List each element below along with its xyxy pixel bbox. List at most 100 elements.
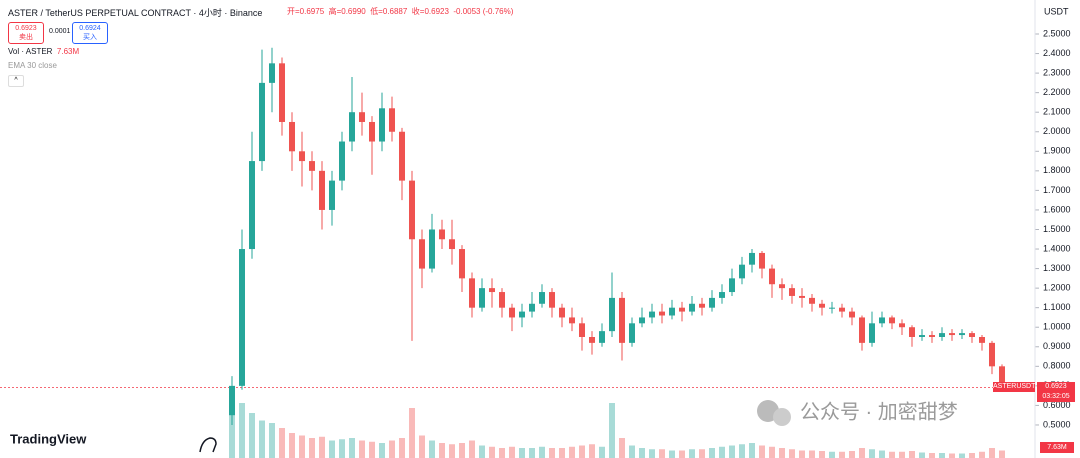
candle-body [389, 108, 395, 132]
ema-legend: EMA 30 close [8, 61, 57, 70]
volume-bar [809, 450, 815, 458]
collapse-button[interactable]: ^ [8, 75, 24, 87]
volume-bar [439, 443, 445, 458]
volume-bar [919, 452, 925, 458]
candle-body [359, 112, 365, 122]
candle-body [649, 311, 655, 318]
watermark-text: 公众号 · 加密甜梦 [800, 400, 958, 423]
candle-body [459, 249, 465, 279]
volume-bar [559, 448, 565, 458]
volume-bar [729, 445, 735, 458]
volume-bar [699, 449, 705, 458]
volume-bar [859, 448, 865, 458]
ohlc-low: 低=0.6887 [370, 7, 408, 16]
volume-bar [549, 448, 555, 458]
candle-body [939, 333, 945, 338]
volume-bar [429, 440, 435, 458]
volume-bar [579, 445, 585, 458]
candle-body [399, 131, 405, 181]
watermark: 公众号 · 加密甜梦 [757, 400, 958, 426]
candle-body [919, 335, 925, 338]
candle-body [579, 323, 585, 338]
candle-body [319, 170, 325, 210]
candle-body [699, 303, 705, 308]
volume-bar [389, 440, 395, 458]
candle-body [509, 307, 515, 318]
volume-bar [419, 435, 425, 458]
volume-bar [789, 449, 795, 458]
volume-bar [489, 446, 495, 458]
y-tick-label: 2.0000 [1043, 126, 1071, 136]
y-tick-label: 1.2000 [1043, 283, 1071, 293]
candle-body [549, 292, 555, 308]
candle-body [749, 252, 755, 265]
volume-bar [869, 449, 875, 458]
candle-body [929, 335, 935, 338]
volume-bar [739, 444, 745, 458]
volume-bar [889, 451, 895, 458]
candle-body [789, 288, 795, 296]
candle-body [909, 327, 915, 338]
spread: 0.0001 [49, 28, 71, 35]
volume-bar [539, 446, 545, 458]
header-title: ASTER / TetherUS PERPETUAL CONTRACT · 4小… [8, 8, 263, 18]
candle-body [729, 278, 735, 293]
candle-body [819, 303, 825, 308]
volume-bar [979, 451, 985, 458]
candle-body [619, 297, 625, 343]
candle-body [839, 307, 845, 312]
y-tick-label: 1.1000 [1043, 302, 1071, 312]
candle-body [689, 303, 695, 312]
currency-label: USDT [1044, 6, 1069, 16]
ohlc-high: 高=0.6990 [328, 7, 366, 16]
volume-bar [879, 450, 885, 458]
volume-bar [759, 445, 765, 458]
candle-body [639, 317, 645, 324]
volume-bar [529, 448, 535, 458]
candle-body [519, 311, 525, 318]
price-tag: 0.6923 03:32:05 [1037, 382, 1075, 402]
volume-bar [459, 443, 465, 458]
y-tick-label: 1.3000 [1043, 263, 1071, 273]
candle-body [989, 342, 995, 367]
volume-bar [249, 413, 255, 458]
candle-body [279, 63, 285, 122]
candle-body [419, 239, 425, 269]
candle-body [569, 317, 575, 324]
y-tick-label: 1.5000 [1043, 224, 1071, 234]
dino-icon [199, 437, 217, 453]
volume-bar [839, 451, 845, 458]
y-tick-label: 2.1000 [1043, 107, 1071, 117]
volume-bar [309, 438, 315, 458]
candle-body [439, 229, 445, 240]
volume-bar [719, 446, 725, 458]
candle-body [479, 288, 485, 308]
volume-bar [659, 449, 665, 458]
y-tick-label: 2.3000 [1043, 67, 1071, 77]
volume-bar [349, 438, 355, 458]
candle-body [599, 331, 605, 343]
candle-body [679, 307, 685, 312]
candle-body [499, 292, 505, 308]
candle-body [239, 249, 245, 386]
volume-bar [959, 453, 965, 458]
candle-body [299, 151, 305, 162]
volume-bar [819, 451, 825, 458]
volume-bar [509, 446, 515, 458]
volume-bar [639, 448, 645, 458]
volume-bar [849, 451, 855, 458]
volume-bar [969, 453, 975, 458]
candle-body [559, 307, 565, 318]
y-tick-label: 2.4000 [1043, 48, 1071, 58]
volume-bar [369, 441, 375, 458]
volume-tag: 7.63M [1040, 442, 1074, 453]
buy-button[interactable]: 0.6924 买入 [72, 22, 108, 44]
y-tick-label: 2.2000 [1043, 87, 1071, 97]
volume-bar [239, 403, 245, 458]
buy-label: 买入 [83, 34, 97, 41]
candle-body [489, 288, 495, 293]
sell-button[interactable]: 0.6923 卖出 [8, 22, 44, 44]
candle-body [879, 317, 885, 324]
candle-body [759, 252, 765, 269]
